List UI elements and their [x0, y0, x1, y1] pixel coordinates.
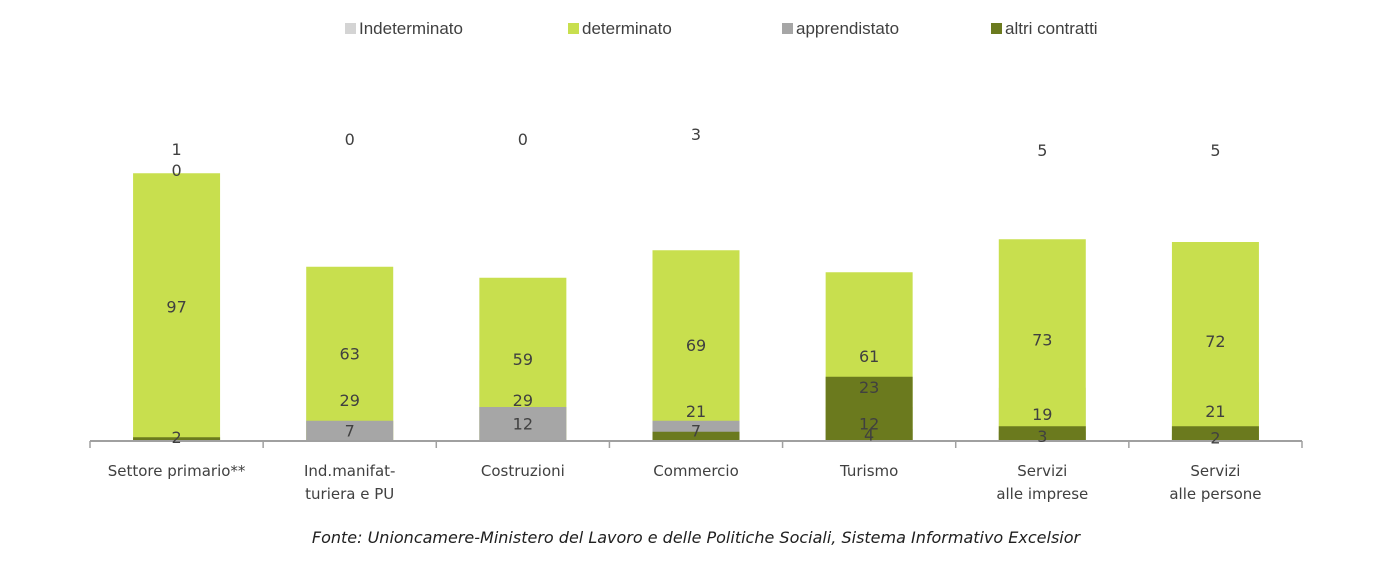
category-label: Settore primario** [108, 462, 246, 480]
category-label: alle persone [1169, 485, 1261, 503]
bar-segment [652, 431, 740, 440]
legend-swatch [991, 23, 1002, 34]
bar-segment [652, 250, 740, 440]
data-label: 0 [345, 130, 355, 149]
bar-stack [825, 272, 913, 440]
category-label: Ind.manifat- [304, 462, 395, 480]
bar-segment [133, 173, 221, 440]
data-label: 2 [1210, 428, 1220, 447]
data-label: 0 [518, 130, 528, 149]
data-label: 4 [864, 426, 874, 445]
legend-swatch [568, 23, 579, 34]
bar-segment [306, 266, 394, 440]
stacked-bar-chart: Indeterminato determinato apprendistato alt… [89, 19, 1303, 503]
data-label: 19 [1032, 405, 1052, 424]
x-axis [89, 440, 1303, 448]
data-label: 1 [171, 140, 181, 159]
source-note: Fonte: Unioncamere-Ministero del Lavoro … [311, 528, 1081, 547]
bar-segment [825, 376, 913, 440]
legend-swatch [782, 23, 793, 34]
bar-stack [1171, 242, 1259, 440]
category-label: Servizi [1017, 462, 1067, 480]
data-labels: 2970129637029591202169731261423197335217… [166, 125, 1225, 447]
bar-stack [479, 277, 567, 440]
bar-segment [479, 407, 567, 440]
data-label: 0 [171, 161, 181, 180]
data-label: 5 [1210, 141, 1220, 160]
legend-item: determinato [568, 19, 672, 38]
bar-segment [998, 239, 1086, 440]
bar-segment [1171, 242, 1259, 440]
category-label: turiera e PU [305, 485, 394, 503]
data-label: 73 [1032, 331, 1052, 350]
category-label: Commercio [653, 462, 739, 480]
data-label: 23 [859, 378, 879, 397]
bar-segment [133, 437, 221, 440]
category-label: Servizi [1190, 462, 1240, 480]
legend-label: Indeterminato [359, 19, 463, 38]
bar-segment [306, 420, 394, 440]
legend-label: determinato [582, 19, 672, 38]
bars [133, 173, 1259, 440]
bar-stack [998, 239, 1086, 440]
data-label: 72 [1205, 332, 1225, 351]
legend-label: altri contratti [1005, 19, 1098, 38]
data-label: 3 [1037, 427, 1047, 446]
data-label: 12 [513, 415, 533, 434]
bar-stack [133, 173, 221, 440]
data-label: 29 [340, 391, 360, 410]
category-labels: Settore primario** Ind.manifat-turiera e … [108, 462, 1262, 503]
category-label: alle imprese [996, 485, 1088, 503]
data-label: 3 [691, 125, 701, 144]
category-label: Turismo [839, 462, 898, 480]
legend-label: apprendistato [796, 19, 899, 38]
data-label: 69 [686, 336, 706, 355]
data-label: 12 [859, 415, 879, 434]
legend-item: Indeterminato [345, 19, 463, 38]
bar-segment [998, 426, 1086, 440]
data-label: 63 [340, 344, 360, 363]
data-label: 7 [345, 421, 355, 440]
legend-swatch [345, 23, 356, 34]
category-label: Costruzioni [481, 462, 565, 480]
bar-stack [652, 250, 740, 440]
data-label: 97 [166, 298, 186, 317]
data-label: 5 [1037, 141, 1047, 160]
bar-stack [306, 266, 394, 440]
data-label: 2 [171, 428, 181, 447]
data-label: 61 [859, 347, 879, 366]
data-label: 29 [513, 391, 533, 410]
data-label: 7 [691, 421, 701, 440]
data-label: 59 [513, 350, 533, 369]
data-label: 21 [686, 402, 706, 421]
legend-item: apprendistato [782, 19, 899, 38]
legend: Indeterminato determinato apprendistato alt… [345, 19, 1098, 38]
legend-item: altri contratti [991, 19, 1098, 38]
bar-segment [1171, 426, 1259, 440]
data-label: 21 [1205, 402, 1225, 421]
